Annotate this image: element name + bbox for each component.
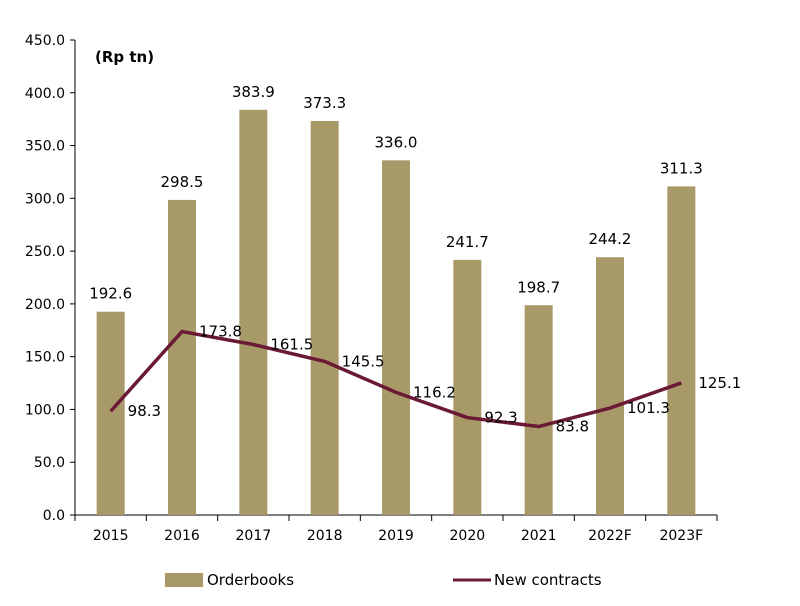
line-value-label: 83.8 [556,418,589,436]
y-tick-label: 300.0 [25,191,65,207]
x-tick-label: 2015 [93,528,129,544]
y-tick-label: 150.0 [25,350,65,366]
bar-orderbooks [96,311,125,515]
bar-value-label: 383.9 [232,83,275,101]
bar-value-label: 336.0 [375,133,418,151]
x-tick-label: 2021 [521,528,557,544]
bar-orderbooks [524,305,553,515]
x-tick-label: 2018 [307,528,343,544]
bar-value-label: 373.3 [303,94,346,112]
bar-orderbooks [453,259,482,515]
legend: Orderbooks New contracts [165,571,602,589]
bar-value-label: 311.3 [660,159,703,177]
line-value-label: 173.8 [199,323,242,341]
new-contracts-line [109,329,682,429]
orderbooks-bars [96,109,696,516]
y-tick-label: 450.0 [25,33,65,49]
bar-value-label: 192.6 [89,285,132,303]
bar-orderbooks [239,109,268,516]
bar-orderbooks [382,160,410,516]
axes: 0.0 50.0 100.0 150.0 200.0 250.0 300.0 350.0 400… [25,33,718,544]
x-tick-label: 2017 [236,528,272,544]
data-labels: 192.6 298.5 383.9 373.3 336.0 241.7 198.7 244.2… [89,83,741,436]
y-tick-label: 0.0 [43,508,65,524]
y-tick-label: 200.0 [25,297,65,313]
x-tick-label: 2022F [588,528,632,544]
bar-orderbooks [667,186,696,515]
bar-value-label: 198.7 [517,278,560,296]
bar-value-label: 244.2 [589,230,632,248]
bar-orderbooks [596,257,624,515]
x-tick-label: 2023F [659,528,703,544]
line-value-label: 125.1 [698,374,741,392]
line-value-label: 116.2 [413,383,456,401]
bar-orderbooks [168,199,196,515]
y-tick-label: 250.0 [25,244,65,260]
line-new-contracts [109,329,682,429]
x-tick-label: 2020 [450,528,486,544]
line-value-label: 161.5 [270,336,313,354]
y-tick-label: 100.0 [25,402,65,418]
legend-label-new-contracts: New contracts [494,571,602,589]
line-value-label: 92.3 [484,409,517,427]
bar-value-label: 298.5 [161,173,204,191]
unit-label: (Rp tn) [95,48,154,66]
legend-swatch-orderbooks [165,573,203,587]
line-value-label: 145.5 [342,352,385,370]
line-value-label: 98.3 [128,402,161,420]
x-tick-label: 2019 [378,528,414,544]
bar-value-label: 241.7 [446,233,489,251]
y-tick-label: 400.0 [25,86,65,102]
line-value-label: 101.3 [627,399,670,417]
y-tick-label: 50.0 [34,455,65,471]
bar-orderbooks [310,120,339,515]
legend-label-orderbooks: Orderbooks [207,571,294,589]
y-tick-label: 350.0 [25,139,65,155]
x-tick-label: 2016 [164,528,200,544]
